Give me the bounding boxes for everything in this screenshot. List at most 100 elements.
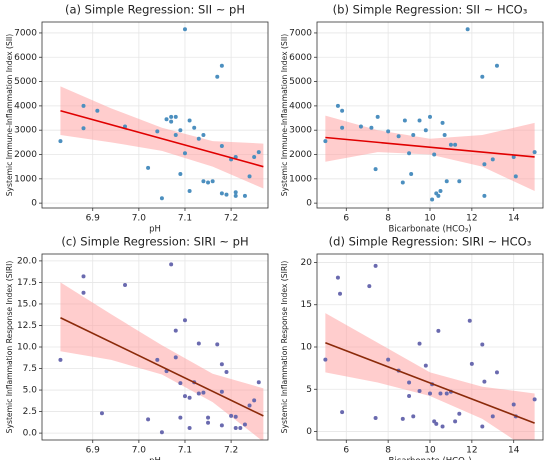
data-point: [409, 171, 414, 176]
data-point: [233, 193, 238, 198]
x-tick-label: 7.1: [178, 446, 192, 456]
y-tick-label: 7.5: [23, 364, 37, 374]
y-tick-label: 20.0: [17, 256, 37, 266]
x-tick-label: 14: [508, 214, 520, 224]
y-axis-label: Systemic Inflammation Response Index (SI…: [5, 261, 14, 434]
data-point: [469, 361, 474, 366]
data-point: [417, 388, 422, 393]
data-point: [182, 318, 187, 323]
data-point: [169, 262, 174, 267]
y-tick-label: 7000: [289, 28, 312, 38]
data-point: [323, 357, 328, 362]
x-tick-label: 12: [466, 214, 477, 224]
panel: (d) Simple Regression: SIRI ~ HCO₃ Bicarb…: [280, 235, 544, 460]
x-tick-label: 8: [385, 446, 391, 456]
data-point: [434, 421, 439, 426]
x-tick-label: 8: [385, 214, 391, 224]
data-point: [375, 114, 380, 119]
x-tick-label: 10: [424, 214, 436, 224]
data-point: [482, 162, 487, 167]
data-point: [238, 425, 243, 430]
data-point: [323, 139, 328, 144]
data-point: [173, 355, 178, 360]
data-point: [187, 118, 192, 123]
data-point: [256, 150, 261, 155]
data-point: [448, 142, 453, 147]
x-tick-label: 6.9: [86, 446, 101, 456]
data-point: [490, 157, 495, 162]
data-point: [444, 179, 449, 184]
data-point: [159, 196, 164, 201]
y-tick-label: 5000: [289, 77, 312, 87]
y-tick-label: 10: [301, 343, 313, 353]
data-point: [219, 423, 224, 428]
data-point: [340, 410, 345, 415]
data-point: [187, 395, 192, 400]
data-point: [219, 191, 224, 196]
x-tick-label: 7.1: [178, 214, 192, 224]
data-point: [430, 197, 435, 202]
data-point: [442, 133, 447, 138]
data-point: [192, 125, 197, 130]
data-point: [457, 179, 462, 184]
x-tick-label: 7.2: [224, 446, 238, 456]
data-point: [242, 193, 247, 198]
data-point: [159, 430, 164, 435]
data-point: [233, 190, 238, 195]
data-point: [407, 380, 412, 385]
data-point: [210, 179, 215, 184]
x-tick-label: 14: [508, 446, 520, 456]
data-point: [494, 63, 499, 68]
panel-title: (c) Simple Regression: SIRI ~ pH: [61, 235, 248, 249]
y-tick-label: 7000: [14, 28, 37, 38]
data-point: [396, 134, 401, 139]
x-tick-label: 7.0: [132, 446, 147, 456]
data-point: [224, 192, 229, 197]
data-point: [453, 142, 458, 147]
data-point: [511, 154, 516, 159]
data-point: [173, 328, 178, 333]
data-point: [417, 118, 422, 123]
x-axis-label: pH: [149, 457, 161, 460]
x-tick-label: 7.2: [224, 214, 238, 224]
data-point: [428, 114, 432, 119]
y-tick-label: 0: [306, 427, 312, 437]
data-point: [169, 114, 174, 119]
data-point: [490, 414, 495, 419]
x-tick-label: 12: [466, 446, 477, 456]
y-axis-label: Systemic Inflammation Response Index (SI…: [280, 261, 289, 434]
data-point: [480, 342, 485, 347]
data-point: [233, 425, 238, 430]
data-point: [81, 290, 86, 295]
panel-title: (a) Simple Regression: SII ~ pH: [65, 3, 245, 17]
data-point: [178, 381, 183, 386]
plot-area: [323, 263, 537, 440]
y-tick-label: 0.0: [23, 429, 38, 439]
data-point: [373, 416, 378, 421]
y-tick-label: 10.0: [17, 343, 37, 353]
y-tick-label: 1000: [14, 174, 37, 184]
data-point: [467, 318, 472, 323]
data-point: [252, 398, 257, 403]
data-point: [196, 341, 201, 346]
data-point: [444, 391, 449, 396]
data-point: [480, 74, 485, 79]
data-point: [233, 414, 238, 419]
data-point: [123, 283, 128, 287]
data-point: [164, 117, 169, 122]
data-point: [367, 284, 372, 289]
y-tick-label: 20: [301, 258, 313, 268]
data-point: [438, 391, 443, 396]
x-tick-label: 6.9: [86, 214, 101, 224]
data-point: [95, 108, 100, 113]
data-point: [335, 275, 340, 280]
regression-line: [60, 317, 264, 417]
y-tick-label: 5: [306, 385, 312, 395]
axes-frame: [41, 21, 269, 209]
data-point: [252, 154, 257, 159]
data-point: [373, 263, 378, 268]
data-point: [411, 414, 416, 419]
data-point: [81, 103, 86, 108]
data-point: [81, 274, 86, 279]
